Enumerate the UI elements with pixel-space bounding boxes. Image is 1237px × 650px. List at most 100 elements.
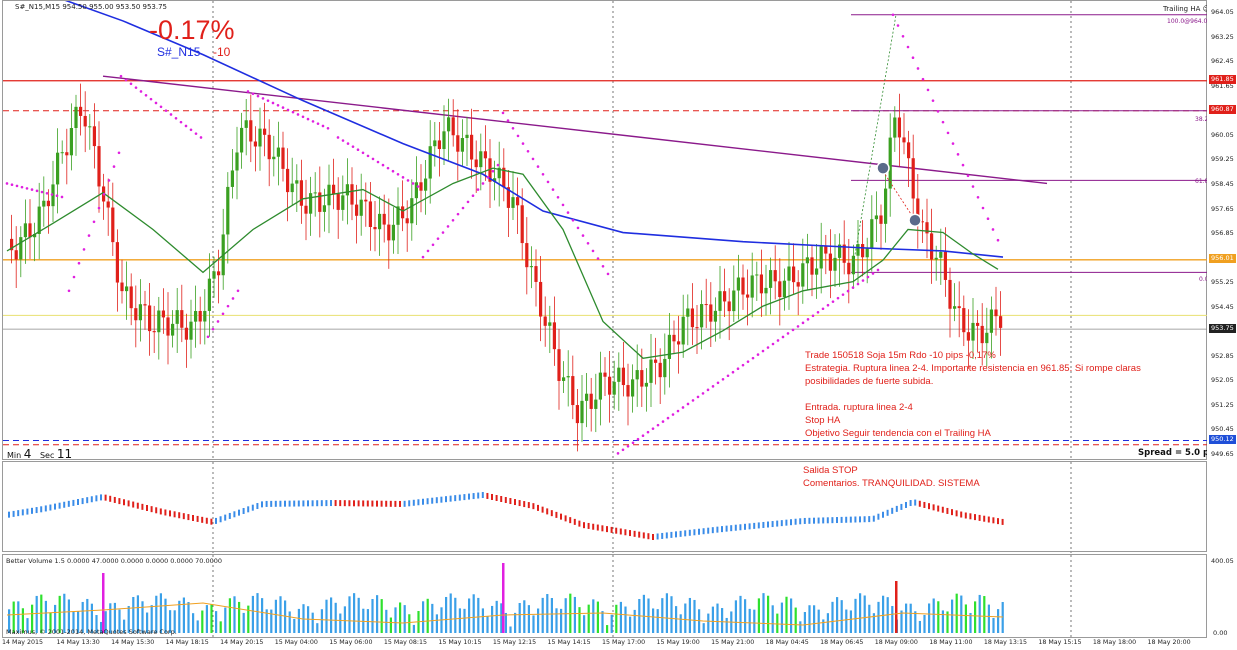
parabolic-sar-dot xyxy=(486,176,490,179)
candle-body xyxy=(281,147,285,169)
volume-bar xyxy=(325,599,328,633)
candle-body xyxy=(42,200,46,207)
parabolic-sar-dot xyxy=(511,126,515,130)
candle-body xyxy=(387,224,391,241)
trade-exit-line xyxy=(882,170,916,221)
volume-bar xyxy=(40,594,43,633)
time-axis[interactable]: 14 May 2015 14 May 13:30 14 May 15:30 14 Ma… xyxy=(0,638,1237,650)
parabolic-sar-dot xyxy=(836,296,840,300)
candle-body xyxy=(115,242,119,283)
candle-body xyxy=(373,227,377,230)
parabolic-sar-dot xyxy=(119,74,123,78)
parabolic-sar-dot xyxy=(134,86,138,89)
volume-bar xyxy=(90,603,93,633)
volume-bar xyxy=(707,613,710,633)
volume-bar xyxy=(767,595,770,633)
candle-body xyxy=(125,286,129,292)
price-tick-label: 956.85 xyxy=(1211,229,1234,238)
volume-bar xyxy=(458,608,461,633)
annotation-line-6: Objetivo Seguir tendencia con el Trailin… xyxy=(805,428,991,439)
price-chart-pane[interactable]: S#_N15,M15 954.50 955.00 953.50 953.75 -… xyxy=(2,0,1212,461)
volume-bar xyxy=(100,621,103,633)
parabolic-sar-dot xyxy=(626,444,630,448)
candle-body xyxy=(230,170,234,187)
candle-body xyxy=(773,270,777,282)
volume-bar xyxy=(711,606,714,633)
parabolic-sar-dot xyxy=(221,312,225,316)
candle-body xyxy=(833,257,837,271)
candle-body xyxy=(83,115,87,127)
parabolic-sar-dot xyxy=(366,154,370,158)
candle-body xyxy=(911,158,915,199)
price-axis[interactable]: 964.05963.25962.45961.65960.85960.05959.… xyxy=(1207,0,1237,460)
parabolic-sar-dot xyxy=(40,190,44,194)
candle-body xyxy=(148,305,152,332)
candle-body xyxy=(267,134,271,160)
parabolic-sar-dot xyxy=(631,441,635,445)
volume-bar xyxy=(868,604,871,633)
parabolic-sar-dot xyxy=(446,225,450,228)
parabolic-sar-dot xyxy=(376,160,380,164)
volume-pane[interactable]: Better Volume 1.5 0.0000 47.0000 0.0000 … xyxy=(2,554,1207,639)
parabolic-sar-dot xyxy=(341,139,345,142)
volume-bar xyxy=(136,595,139,633)
volume-bar xyxy=(969,612,972,633)
candle-body xyxy=(953,306,957,309)
volume-bar xyxy=(983,596,986,633)
volume-bar xyxy=(849,610,852,633)
volume-bar xyxy=(905,603,908,633)
volume-bar xyxy=(343,606,346,633)
parabolic-sar-dot xyxy=(601,264,605,268)
candle-body xyxy=(861,244,865,258)
candle-body xyxy=(815,268,819,275)
candle-body xyxy=(138,304,142,321)
parabolic-sar-dot xyxy=(456,212,460,216)
time-axis-label: 14 May 2015 xyxy=(2,639,44,646)
parabolic-sar-dot xyxy=(391,169,395,173)
candle-body xyxy=(345,184,349,196)
moving-average-blue xyxy=(64,1,1004,258)
parabolic-sar-dot xyxy=(801,321,805,325)
volume-bar xyxy=(366,609,369,633)
volume-bar xyxy=(500,603,503,633)
candle-body xyxy=(460,138,464,152)
parabolic-sar-dot xyxy=(861,279,865,282)
ha-indicator-pane[interactable]: Salida STOP Comentarios. TRANQUILIDAD. S… xyxy=(2,461,1207,553)
candle-body xyxy=(479,151,483,168)
volume-bar xyxy=(348,596,351,633)
time-axis-label: 18 May 20:00 xyxy=(1147,639,1191,646)
volume-bar xyxy=(619,601,622,633)
parabolic-sar-dot xyxy=(781,335,785,339)
parabolic-sar-dot xyxy=(30,188,34,191)
volume-bar xyxy=(192,613,195,633)
parabolic-sar-dot xyxy=(179,120,183,124)
price-level-tag: 953.75 xyxy=(1209,323,1236,333)
parabolic-sar-dot xyxy=(411,182,415,185)
volume-bar xyxy=(81,601,84,633)
candle-body xyxy=(644,382,648,387)
time-axis-label: 18 May 13:15 xyxy=(983,639,1027,646)
parabolic-sar-dot xyxy=(811,314,815,318)
volume-bar xyxy=(481,608,484,633)
candle-body xyxy=(828,253,832,271)
price-tick-label: 952.85 xyxy=(1211,351,1234,360)
candle-body xyxy=(65,152,69,156)
candle-body xyxy=(741,277,745,295)
candle-body xyxy=(152,331,156,333)
candle-body xyxy=(874,215,878,220)
candle-body xyxy=(681,316,685,345)
fib-0-label: 0.0 xyxy=(1199,276,1209,283)
volume-bar xyxy=(238,601,241,633)
candle-body xyxy=(240,127,244,153)
candle-body xyxy=(594,399,598,409)
volume-bar xyxy=(822,619,825,633)
parabolic-sar-dot xyxy=(256,94,260,98)
volume-bar xyxy=(684,603,687,633)
volume-climax-bar xyxy=(102,573,105,633)
parabolic-sar-dot xyxy=(55,194,59,198)
parabolic-sar-dot xyxy=(67,289,71,293)
volume-bar xyxy=(964,604,967,633)
candle-body xyxy=(97,146,101,187)
candle-body xyxy=(916,198,920,222)
percent-result: -0.17% xyxy=(149,15,235,45)
